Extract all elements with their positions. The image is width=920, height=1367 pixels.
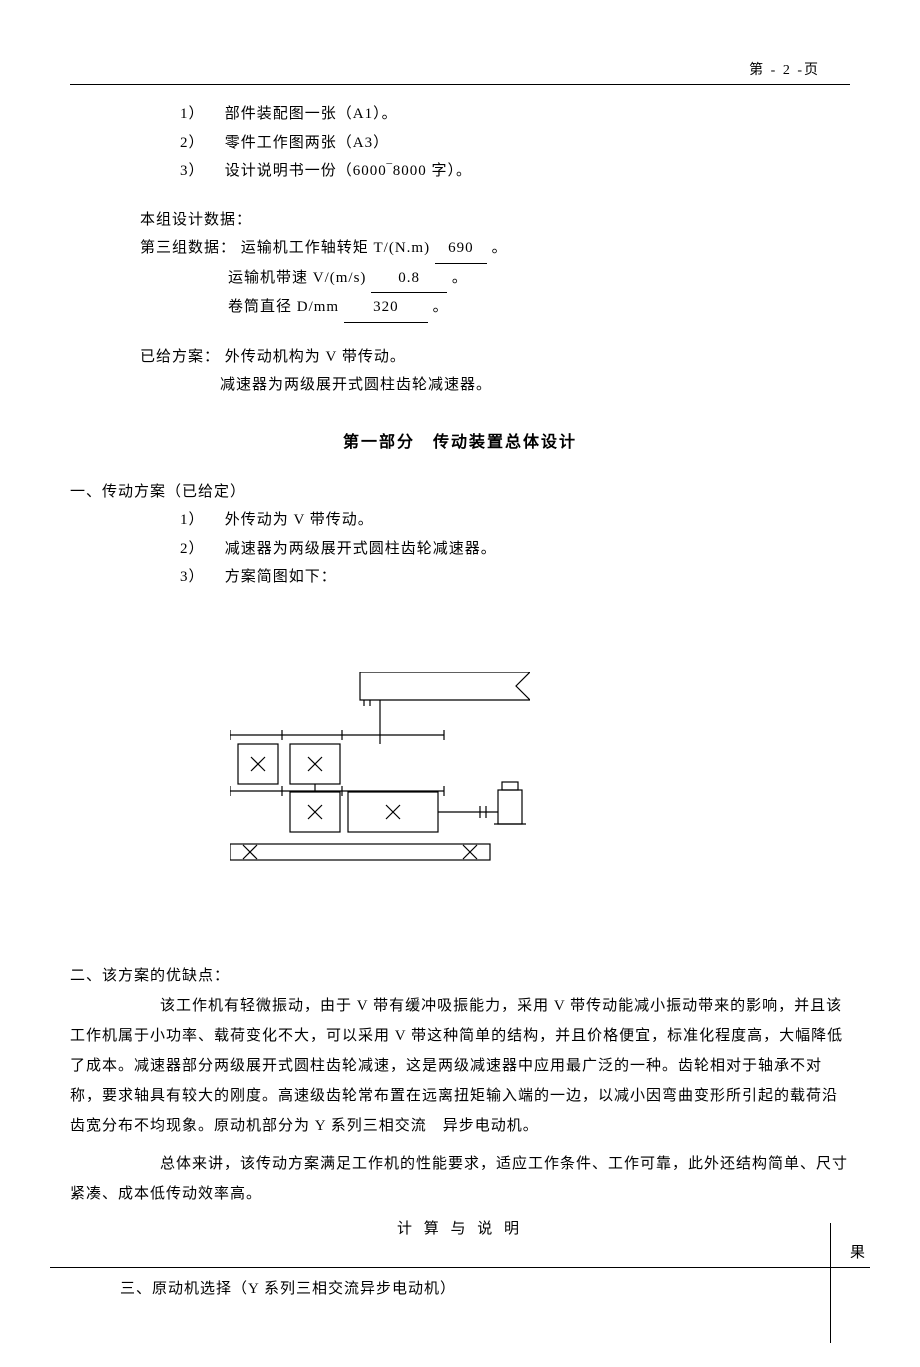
list-number: 2） <box>180 535 220 564</box>
design-data-row: 卷筒直径 D/mm 320 。 <box>228 293 850 323</box>
list-item: 1） 部件装配图一张（A1）。 <box>180 100 850 129</box>
list-text: 设计说明书一份（6000‾8000 字）。 <box>225 163 472 179</box>
list-item: 1） 外传动为 V 带传动。 <box>180 506 850 535</box>
data-label: 运输机工作轴转矩 T/(N.m) <box>241 240 430 256</box>
data-value: 690 <box>435 234 487 264</box>
table-vline <box>830 1223 831 1343</box>
section2-heading: 二、该方案的优缺点： <box>70 962 850 991</box>
given-scheme: 已给方案： 外传动机构为 V 带传动。 <box>140 343 850 372</box>
list-item: 3） 方案简图如下： <box>180 563 850 592</box>
transmission-diagram <box>230 672 850 883</box>
data-value: 320 <box>344 293 428 323</box>
section1-list: 1） 外传动为 V 带传动。 2） 减速器为两级展开式圆柱齿轮减速器。 3） 方… <box>180 506 850 592</box>
section2-para1: 该工作机有轻微振动，由于 V 带有缓冲吸振能力，采用 V 带传动能减小振动带来的… <box>70 991 850 1141</box>
page-content: 1） 部件装配图一张（A1）。 2） 零件工作图两张（A3） 3） 设计说明书一… <box>70 100 850 1327</box>
given-scheme-line: 减速器为两级展开式圆柱齿轮减速器。 <box>220 371 850 400</box>
list-text: 外传动为 V 带传动。 <box>225 512 374 528</box>
given-scheme-line: 外传动机构为 V 带传动。 <box>225 349 406 365</box>
table-hline <box>50 1267 870 1268</box>
list-item: 2） 减速器为两级展开式圆柱齿轮减速器。 <box>180 535 850 564</box>
deliverables-list: 1） 部件装配图一张（A1）。 2） 零件工作图两张（A3） 3） 设计说明书一… <box>180 100 850 186</box>
para-text: 该工作机有轻微振动，由于 V 带有缓冲吸振能力，采用 V 带传动能减小振动带来的… <box>70 998 843 1134</box>
schematic-svg <box>230 672 530 872</box>
list-text: 减速器为两级展开式圆柱齿轮减速器。 <box>225 541 497 557</box>
design-data-row: 第三组数据： 运输机工作轴转矩 T/(N.m) 690 。 <box>140 234 850 264</box>
data-suffix: 。 <box>452 270 468 286</box>
list-item: 3） 设计说明书一份（6000‾8000 字）。 <box>180 157 850 186</box>
list-item: 2） 零件工作图两张（A3） <box>180 129 850 158</box>
list-number: 3） <box>180 157 220 186</box>
bottom-table: 果 三、原动机选择（Y 系列三相交流异步电动机） <box>70 1247 850 1327</box>
given-scheme-label: 已给方案： <box>140 349 220 365</box>
list-number: 1） <box>180 100 220 129</box>
data-label: 卷筒直径 D/mm <box>228 299 339 315</box>
header-rule <box>70 84 850 85</box>
list-number: 2） <box>180 129 220 158</box>
data-suffix: 。 <box>492 240 508 256</box>
data-label: 运输机带速 V/(m/s) <box>228 270 366 286</box>
list-text: 部件装配图一张（A1）。 <box>225 106 398 122</box>
list-text: 零件工作图两张（A3） <box>225 135 389 151</box>
design-data-row: 运输机带速 V/(m/s) 0.8 。 <box>228 264 850 294</box>
list-text: 方案简图如下： <box>225 569 337 585</box>
page-number: 第 - 2 -页 <box>749 58 820 85</box>
data-suffix: 。 <box>433 299 449 315</box>
data-value: 0.8 <box>371 264 447 294</box>
section2-para2: 总体来讲，该传动方案满足工作机的性能要求，适应工作条件、工作可靠，此外还结构简单… <box>70 1149 850 1209</box>
list-number: 3） <box>180 563 220 592</box>
design-data-label: 本组设计数据： <box>140 206 850 235</box>
document-page: 第 - 2 -页 1） 部件装配图一张（A1）。 2） 零件工作图两张（A3） … <box>0 0 920 1367</box>
group-prefix: 第三组数据： <box>140 240 236 256</box>
calc-title: 计 算 与 说 明 <box>70 1215 850 1244</box>
section1-heading: 一、传动方案（已给定） <box>70 478 850 507</box>
part-title: 第一部分 传动装置总体设计 <box>70 428 850 458</box>
table-cell-result: 果 <box>850 1239 865 1268</box>
section3-heading: 三、原动机选择（Y 系列三相交流异步电动机） <box>120 1275 456 1304</box>
list-number: 1） <box>180 506 220 535</box>
para-text: 总体来讲，该传动方案满足工作机的性能要求，适应工作条件、工作可靠，此外还结构简单… <box>70 1156 848 1202</box>
